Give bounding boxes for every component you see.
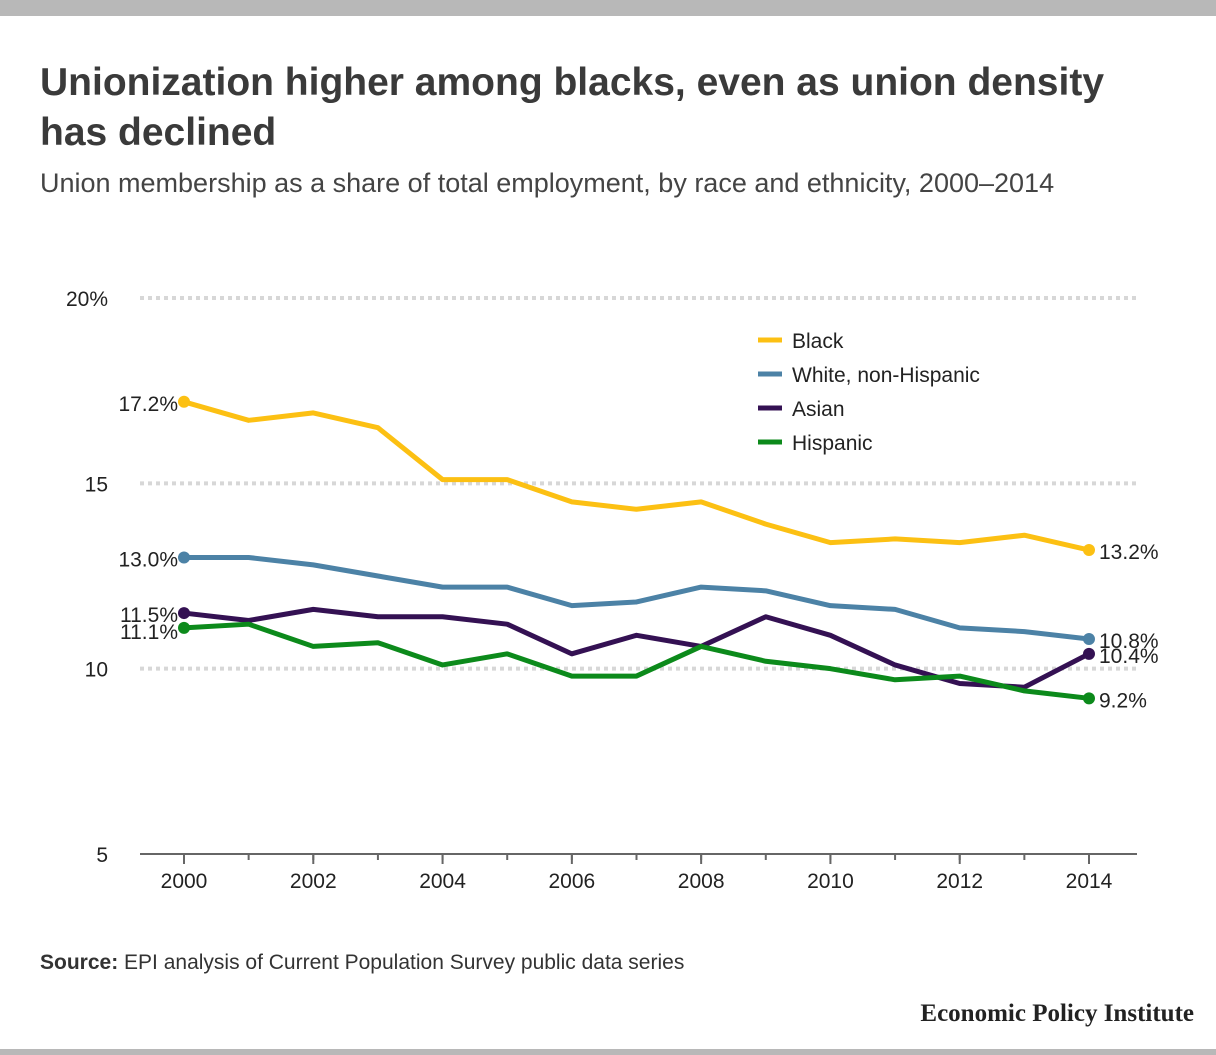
legend-entry: White, non-Hispanic [792, 364, 980, 387]
chart-title: Unionization higher among blacks, even a… [40, 61, 1105, 154]
x-tick-label: 2014 [1066, 870, 1113, 893]
x-tick-label: 2004 [419, 870, 466, 893]
top-border [0, 0, 1216, 16]
y-tick-label: 5 [96, 844, 108, 867]
series-start-point [178, 395, 190, 408]
line-chart: 5 10 15 20% 2000 2002 2004 2006 2008 2010 2012 2014… [66, 288, 1159, 893]
source-text: EPI analysis of Current Population Surve… [124, 951, 685, 974]
brand-logo: Economic Policy Institute [920, 1000, 1194, 1027]
series-line [181, 554, 1092, 642]
legend-entry: Black [792, 330, 844, 353]
data-labels: 17.2% 13.2% 13.0% 10.8% 11.5% 10.4% 11.1% 9.2% [118, 393, 1158, 713]
series-end-label: 10.8% [1099, 630, 1159, 653]
x-tick-label: 2008 [678, 870, 725, 893]
series-end-point [1083, 647, 1095, 660]
x-tick-label: 2000 [161, 870, 208, 893]
legend-entry: Hispanic [792, 432, 873, 455]
source-note: Source: EPI analysis of Current Populati… [40, 951, 684, 975]
series-end-label: 9.2% [1099, 689, 1147, 712]
x-tick-label: 2010 [807, 870, 854, 893]
bottom-border [0, 1049, 1216, 1055]
source-label: Source: [40, 951, 119, 974]
series-end-label: 10.4% [1099, 645, 1159, 668]
series-end-point [1083, 633, 1095, 646]
series-line [181, 621, 1092, 701]
gridlines [140, 296, 1137, 671]
y-tick-label: 15 [85, 473, 108, 496]
series-start-label: 11.5% [120, 604, 178, 627]
legend-entry: Asian [792, 398, 845, 421]
series-end-point [1083, 692, 1095, 705]
series-start-label: 13.0% [118, 548, 178, 571]
x-tick-label: 2002 [290, 870, 337, 893]
series-start-point [178, 607, 190, 620]
series-start-point [178, 621, 190, 634]
series-end-label: 13.2% [1099, 541, 1159, 564]
x-tick-label: 2012 [936, 870, 983, 893]
y-tick-label: 20% [66, 288, 108, 311]
series-start-label: 17.2% [118, 393, 178, 416]
x-tick-label: 2006 [548, 870, 595, 893]
legend: Black White, non-Hispanic Asian Hispanic [748, 318, 1030, 464]
series-end-point [1083, 544, 1095, 557]
chart-subtitle: Union membership as a share of total emp… [40, 168, 1055, 198]
series-start-point [178, 551, 190, 564]
axes: 5 10 15 20% 2000 2002 2004 2006 2008 2010 2012 2014 [66, 288, 1137, 893]
series-lines [178, 395, 1095, 705]
y-tick-label: 10 [85, 659, 108, 682]
legend-box [748, 318, 1030, 464]
series-start-label: 11.1% [120, 621, 178, 644]
series-line [181, 399, 1092, 553]
